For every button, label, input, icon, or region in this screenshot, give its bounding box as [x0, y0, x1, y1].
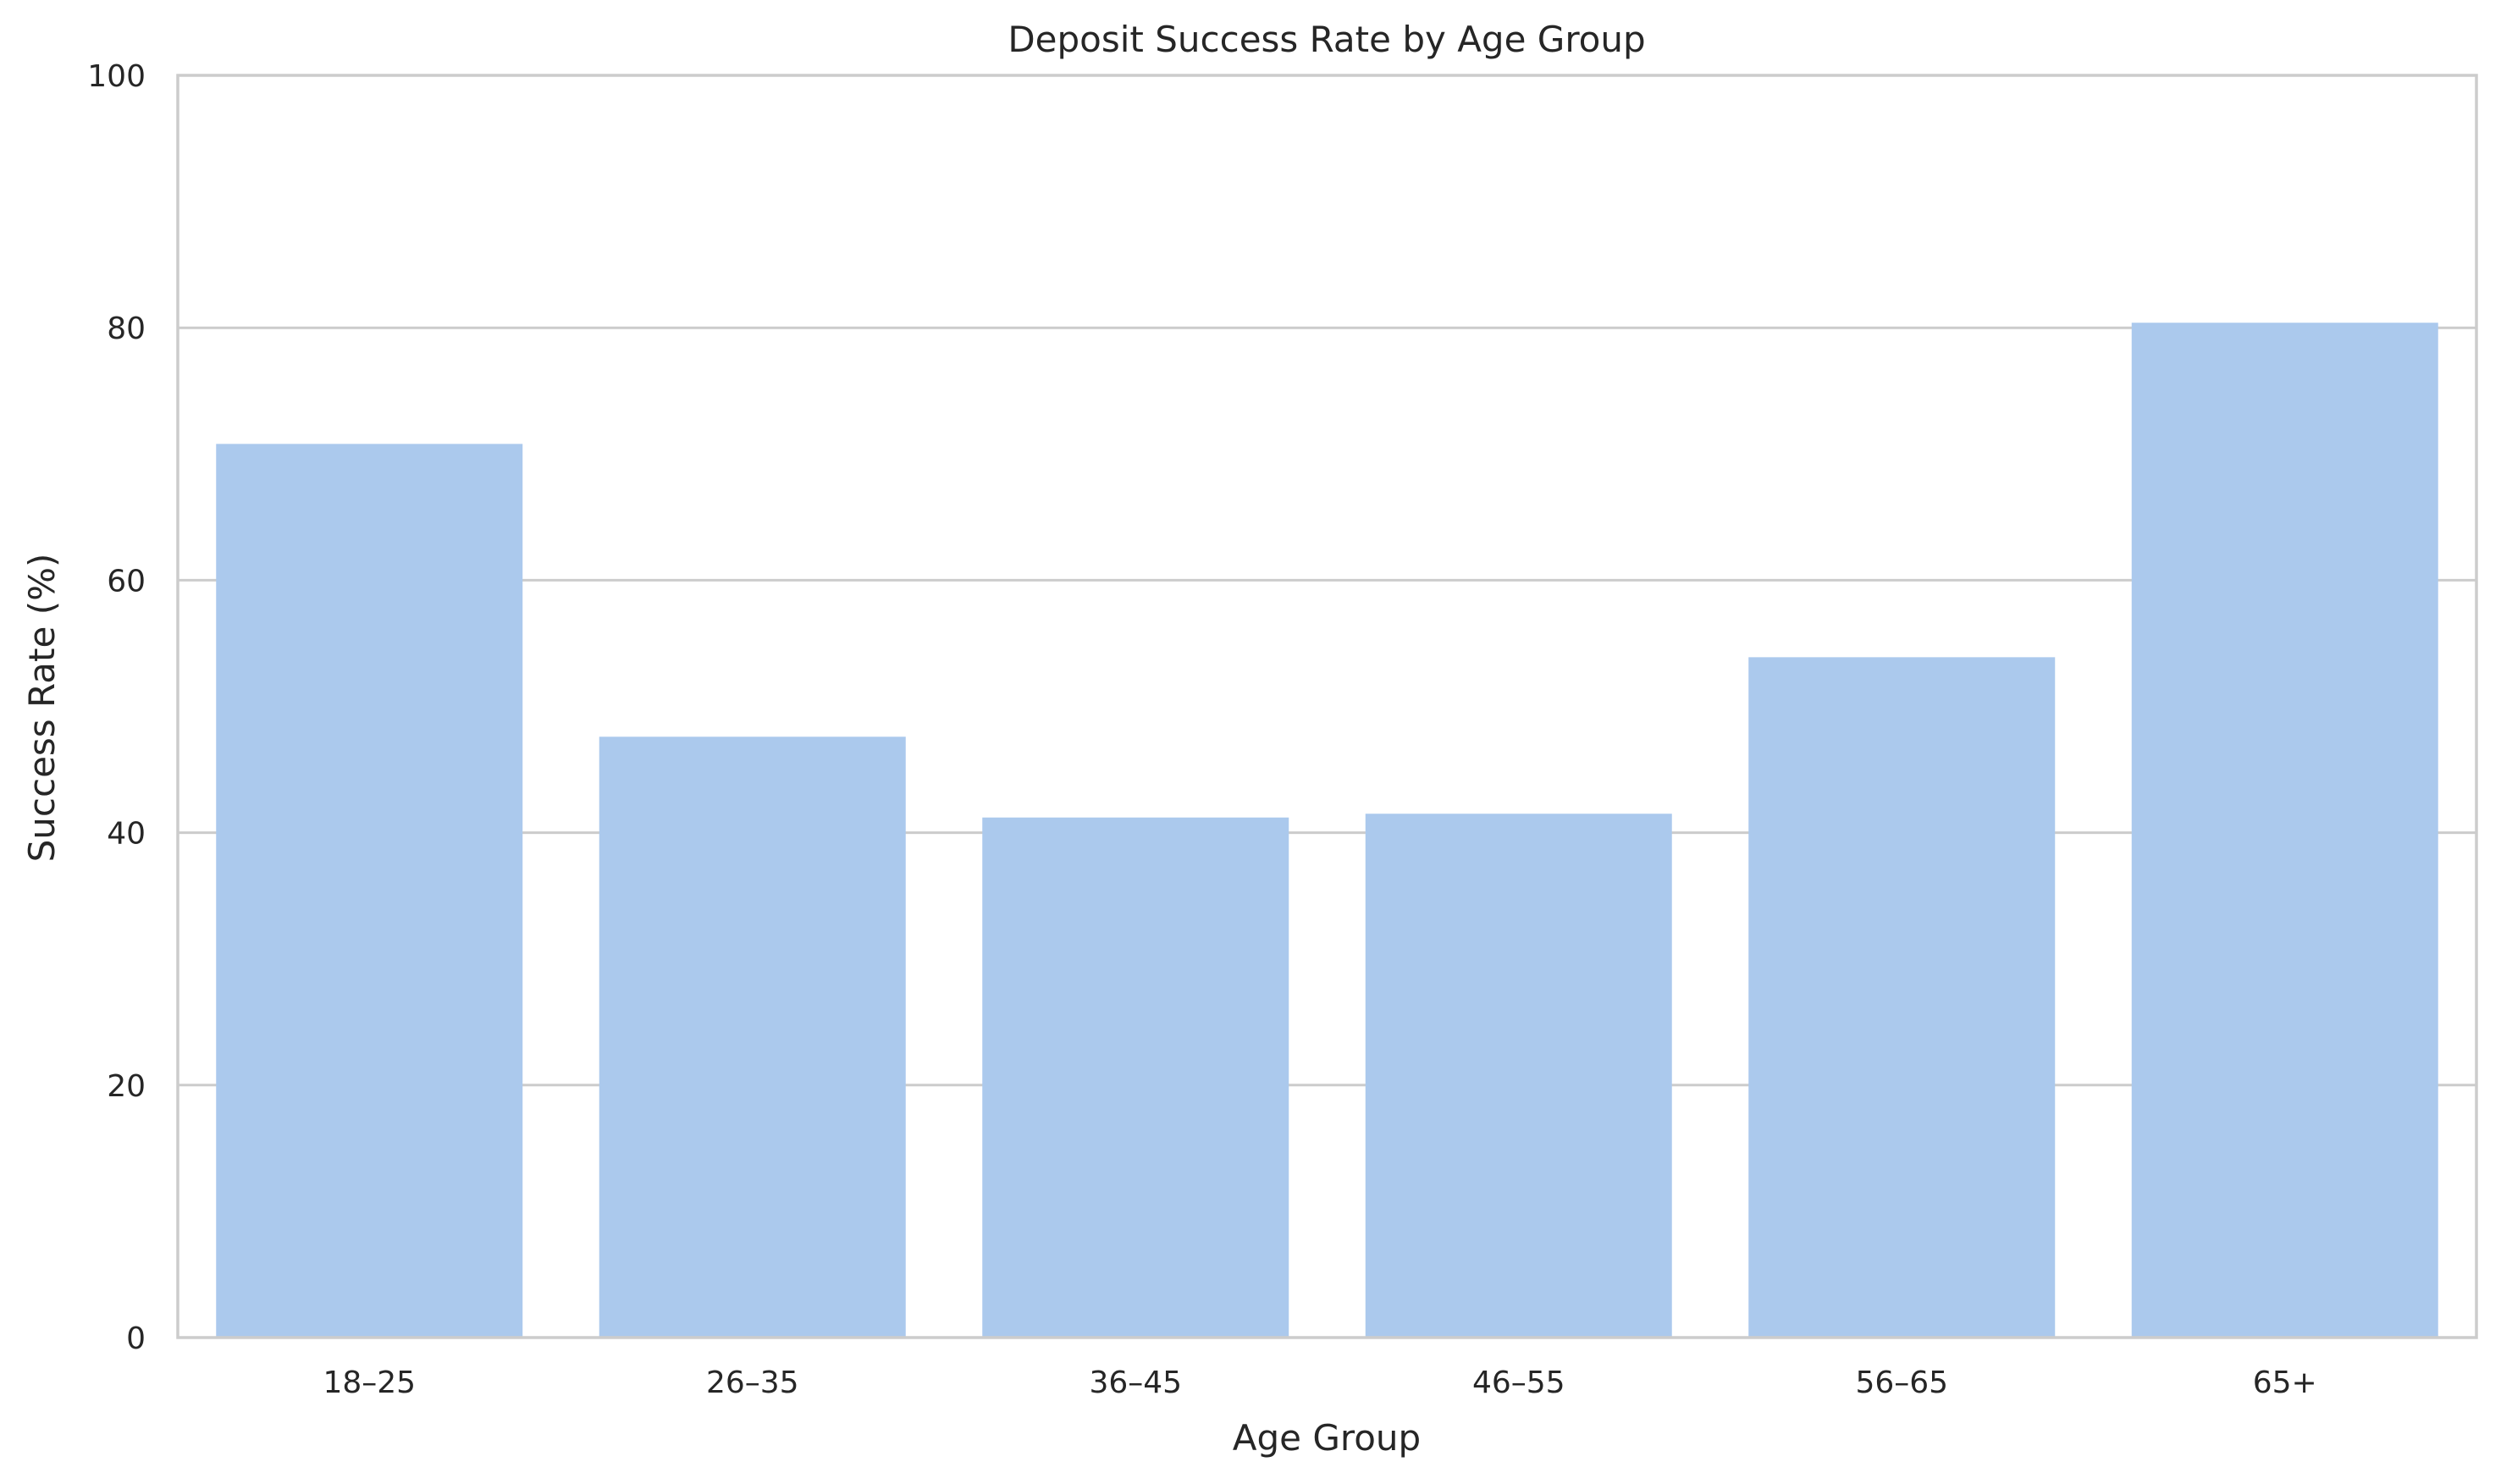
x-tick-label: 18–25: [323, 1365, 416, 1400]
bar-3: [982, 817, 1289, 1338]
y-tick-label: 20: [107, 1069, 146, 1104]
y-tick-label: 100: [87, 59, 146, 94]
y-axis-ticks: 0 20 40 60 80 100: [87, 59, 146, 1356]
x-tick-label: 46–55: [1472, 1365, 1565, 1400]
plot-frame: [176, 74, 2478, 1339]
y-tick-label: 0: [126, 1321, 146, 1356]
bar-5: [1748, 657, 2056, 1338]
x-tick-label: 56–65: [1855, 1365, 1948, 1400]
y-tick-label: 40: [107, 817, 146, 852]
y-axis-label: Success Rate (%): [21, 554, 63, 863]
y-tick-label: 60: [107, 564, 146, 599]
bar-2: [599, 736, 906, 1338]
bar-6: [2131, 323, 2438, 1338]
x-tick-label: 26–35: [706, 1365, 799, 1400]
bars: [216, 323, 2438, 1338]
x-tick-label: 65+: [2253, 1365, 2317, 1400]
y-tick-label: 80: [107, 312, 146, 346]
x-axis-ticks: 18–25 26–35 36–45 46–55 56–65 65+: [323, 1365, 2316, 1400]
bar-4: [1365, 814, 1672, 1338]
bar-1: [216, 444, 523, 1338]
x-tick-label: 36–45: [1089, 1365, 1182, 1400]
x-axis-label: Age Group: [1233, 1417, 1421, 1459]
chart-title: Deposit Success Rate by Age Group: [1008, 19, 1645, 60]
gridlines: [178, 326, 2476, 1087]
